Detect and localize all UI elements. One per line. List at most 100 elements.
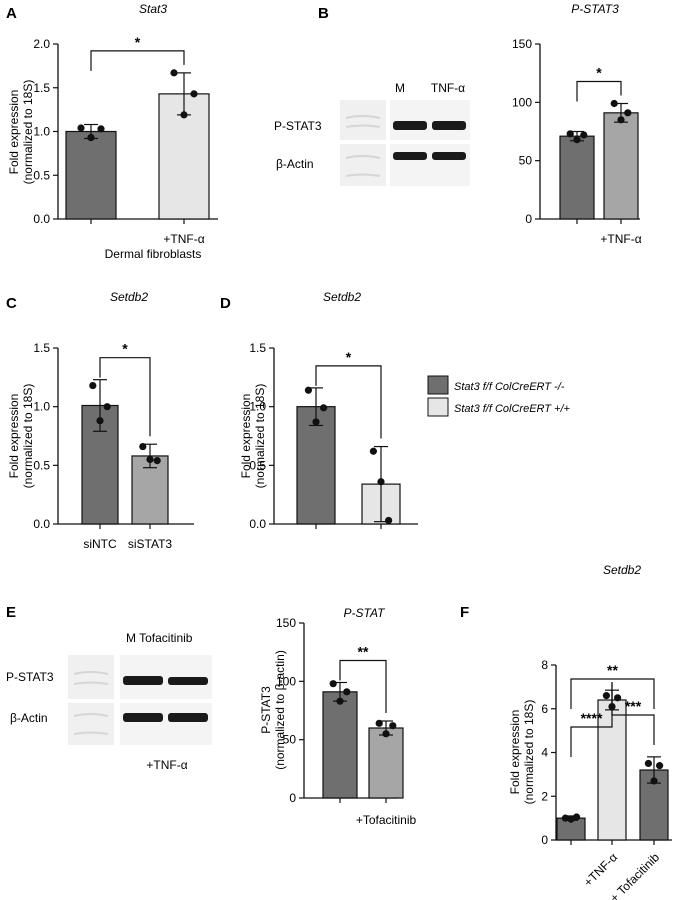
blot-b-marker-lane-bottom — [340, 144, 386, 186]
data-point-e-1-0 — [375, 719, 383, 727]
x-category-label-f-1: +TNF-α — [581, 850, 620, 889]
chart-title-b: P-STAT3 — [571, 2, 619, 16]
blot-e-band-pstat3-m — [123, 676, 163, 685]
blot-e-band-pstat3-tofa — [168, 677, 208, 685]
chart-panel-b: P-STAT3 0 50 100 150 +TNF-α * — [512, 2, 642, 246]
data-point-d-0-1 — [312, 418, 320, 426]
bar-b-1 — [603, 112, 639, 220]
bar-a-0 — [65, 130, 117, 220]
legend-label-pos: Stat3 f/f ColCreERT +/+ — [454, 403, 571, 415]
chart-title-e: P-STAT — [344, 606, 387, 620]
blot-e-band-actin-m — [123, 713, 163, 722]
significance-label-f: ** — [607, 662, 618, 678]
y-tick-label-a: 1.5 — [33, 81, 50, 95]
y-tick-label-c: 1.5 — [33, 341, 50, 355]
data-point-d-1-1 — [377, 478, 385, 486]
western-blot-b: M TNF-α P-STAT3 β-Actin — [274, 81, 470, 186]
y-tick-label-e: 100 — [276, 674, 296, 688]
significance-label-e: ** — [358, 644, 369, 660]
bar-b-0 — [559, 135, 595, 220]
significance-label-b: * — [596, 65, 602, 81]
western-blot-e: M Tofacitinib P-STAT3 β-Actin +TNF-α — [6, 631, 212, 772]
y-axis-label-f: Fold expression(normalized to 18S) — [508, 700, 536, 805]
blot-b-band-pstat3-m — [393, 121, 427, 130]
blot-b-lane-m: M — [395, 81, 405, 95]
y-tick-label-a: 0.0 — [33, 212, 50, 226]
data-point-f-0-1 — [567, 815, 575, 823]
significance-label-f: *** — [625, 698, 642, 714]
data-point-d-1-2 — [385, 516, 393, 525]
y-tick-label-d: 1.5 — [249, 341, 266, 355]
y-tick-label-a: 0.5 — [33, 168, 50, 182]
chart-panel-f: Setdb2 0 2 4 6 8 Fold expression(normalized to… — [508, 563, 672, 900]
significance-bracket-b — [576, 80, 622, 102]
data-point-b-0-0 — [566, 130, 574, 138]
y-tick-label-e: 150 — [276, 616, 296, 630]
bar-e-1 — [368, 727, 404, 799]
legend-swatch-knockout-pos — [427, 397, 449, 417]
chart-title-c: Setdb2 — [110, 290, 148, 304]
data-point-b-1-2 — [624, 109, 632, 117]
y-tick-label-e: 50 — [283, 733, 297, 747]
blot-e-footer: +TNF-α — [146, 758, 187, 772]
blot-e-actin-panel — [120, 703, 212, 745]
panel-letter-a: A — [6, 5, 17, 22]
chart-panel-e: P-STAT 0 50 100 150 P-STAT3(normalized to β-a… — [259, 606, 417, 827]
x-category-label-c-1: siSTAT3 — [128, 537, 173, 551]
panel-letter-b: B — [318, 5, 329, 22]
data-point-b-1-1 — [617, 116, 625, 124]
data-point-d-0-2 — [320, 404, 328, 412]
data-point-e-1-2 — [389, 722, 397, 730]
y-tick-label-e: 0 — [289, 791, 296, 805]
y-tick-label-d: 1.0 — [249, 400, 266, 414]
y-tick-label-b: 0 — [525, 212, 532, 226]
chart-panel-c: Setdb2 0.0 0.5 1.0 1.5 Fold expression(normal… — [7, 290, 194, 551]
data-point-b-0-2 — [580, 131, 588, 139]
blot-b-band-pstat3-tnf — [432, 121, 466, 130]
y-tick-label-d: 0.0 — [249, 517, 266, 531]
blot-e-marker-lane-bottom — [68, 703, 114, 745]
y-axis-label-e: P-STAT3(normalized to β-actin) — [259, 650, 287, 770]
significance-bracket-e — [339, 659, 387, 713]
data-point-c-1-1 — [146, 455, 154, 464]
significance-label-d: * — [346, 349, 352, 365]
data-point-f-2-2 — [656, 762, 664, 770]
data-point-d-0-0 — [304, 386, 312, 394]
y-tick-label-a: 1.0 — [33, 125, 50, 139]
y-tick-label-f: 8 — [541, 658, 548, 672]
significance-bracket-c — [99, 357, 151, 437]
y-tick-label-f: 6 — [541, 702, 548, 716]
significance-label-c: * — [122, 341, 128, 357]
data-point-f-2-0 — [644, 759, 653, 768]
chart-panel-a: Stat3 0.0 0.5 1.0 1.5 2.0 Fold expression(norm… — [7, 2, 218, 261]
blot-e-row-actin: β-Actin — [10, 711, 48, 725]
blot-b-lane-tnf: TNF-α — [431, 81, 465, 95]
data-point-b-1-0 — [610, 99, 618, 108]
chart-title-d: Setdb2 — [323, 290, 361, 304]
blot-e-band-actin-tofa — [168, 713, 208, 722]
significance-label-a: * — [135, 34, 141, 50]
data-point-f-1-2 — [614, 694, 622, 702]
legend-label-neg: Stat3 f/f ColCreERT -/- — [454, 381, 565, 393]
blot-e-marker-lane-top — [68, 655, 114, 699]
blot-b-band-actin-tnf — [432, 152, 466, 160]
blot-b-pstat3-panel — [390, 100, 470, 140]
y-tick-label-b: 50 — [519, 154, 533, 168]
significance-bracket-d — [315, 365, 382, 439]
data-point-e-0-2 — [343, 688, 351, 696]
data-point-b-0-1 — [573, 136, 581, 144]
data-point-e-1-1 — [382, 730, 390, 738]
blot-b-row-actin: β-Actin — [276, 157, 314, 171]
y-tick-label-d: 0.5 — [249, 458, 266, 472]
x-axis-label-a: Dermal fibroblasts — [105, 247, 202, 261]
y-axis-label-c: Fold expression(normalized to 18S) — [7, 384, 35, 489]
y-axis-label-a: Fold expression(normalized to 18S) — [7, 80, 35, 185]
y-tick-label-f: 2 — [541, 789, 548, 803]
y-tick-label-a: 2.0 — [33, 37, 50, 51]
blot-e-header: M Tofacitinib — [126, 631, 193, 645]
y-axis-label-d: Fold expression(normalized to 18S) — [239, 384, 267, 489]
x-category-label-b-1: +TNF-α — [600, 232, 641, 246]
panel-letter-d: D — [220, 295, 231, 312]
x-category-label-e-1: +Tofacitinib — [356, 813, 417, 827]
